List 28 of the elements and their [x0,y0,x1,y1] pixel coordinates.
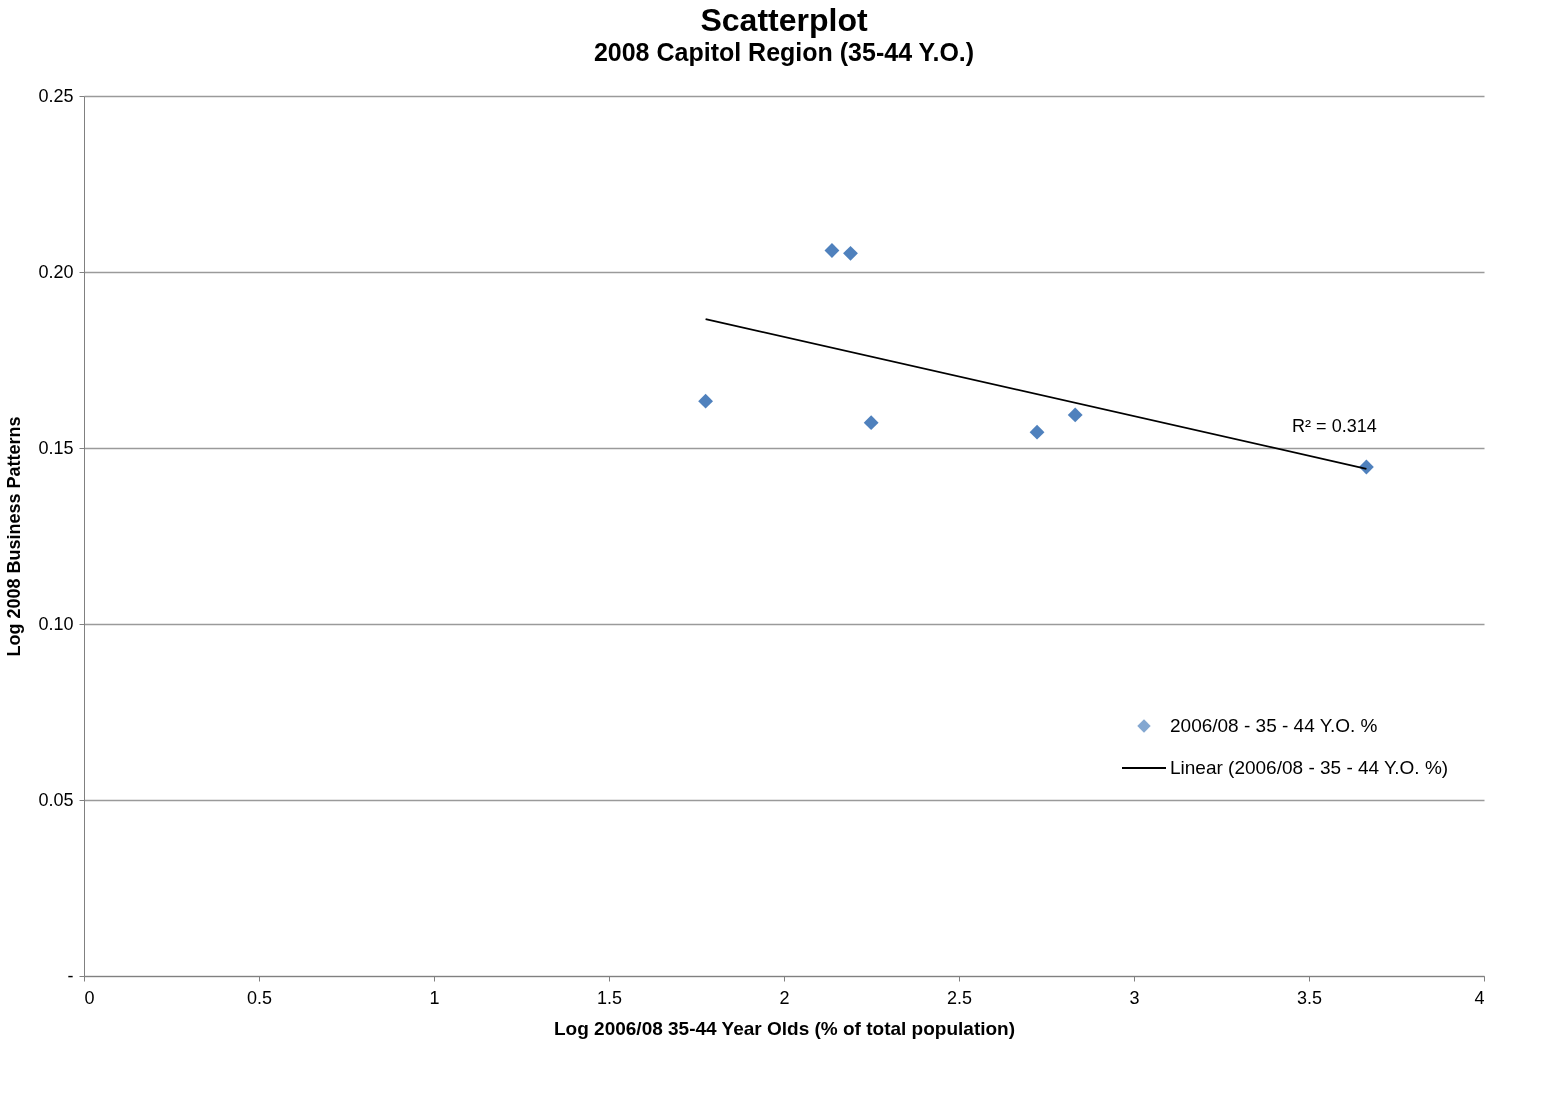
point [824,243,840,258]
y-tick-label: - [67,965,74,986]
annotation: R² = 0.314 [1292,415,1377,436]
legend-label: 2006/08 - 35 - 44 Y.O. % [1170,715,1378,736]
x-tick-label: 0.5 [246,987,273,1008]
x-axis-title: Log 2006/08 35-44 Year Olds (% of total population) [553,1017,1016,1039]
x-tick-label: 2 [779,987,790,1008]
x-tick-label: 2.5 [946,987,973,1008]
chart-title: Scatterplot [700,2,868,38]
y-tick-label: 0.05 [38,789,74,810]
x-tick-label: 1 [429,987,440,1008]
y-tick-label: 0.20 [38,261,74,282]
x-tick-label: 3 [1129,987,1140,1008]
y-tick-label: 0.10 [38,613,74,634]
point [863,415,879,431]
legend-label: Linear (2006/08 - 35 - 44 Y.O. %) [1170,757,1449,778]
x-tick-label: 4 [1474,987,1485,1008]
x-tick-label: 0 [84,987,95,1008]
point [843,245,858,261]
x-tick-label: 1.5 [596,987,623,1008]
point [698,393,714,409]
x-tick-label: 3.5 [1296,987,1323,1008]
y-axis-title: Log 2008 Business Patterns [4,416,25,657]
point [1029,424,1045,440]
chart-subtitle: 2008 Capitol Region (35-44 Y.O.) [593,38,975,66]
y-tick-label: 0.15 [38,437,74,458]
point [1067,407,1083,423]
y-tick-label: 0.25 [38,85,74,106]
